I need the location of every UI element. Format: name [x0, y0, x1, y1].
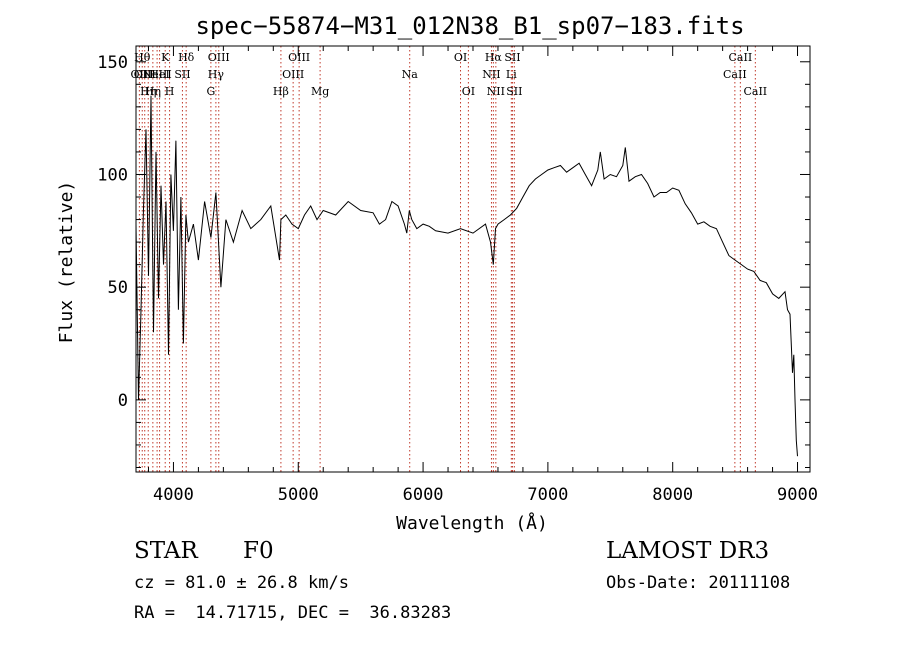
x-tick-label: 9000	[777, 485, 818, 505]
line-label: OIII	[282, 68, 304, 81]
x-tick-label: 5000	[278, 485, 319, 505]
line-label: Hη	[140, 85, 156, 98]
line-label: Hη	[145, 85, 161, 98]
line-label: H	[165, 85, 175, 98]
line-label: NeIII	[143, 68, 172, 81]
redshift-cz: cz = 81.0 ± 26.8 km/s	[134, 573, 349, 593]
line-label: Li	[506, 68, 517, 81]
tick-labels: 4000 5000 6000 7000 8000 9000 0 50 100 150	[97, 53, 818, 505]
line-label: CaII	[743, 85, 767, 98]
y-tick-label: 100	[97, 165, 128, 185]
y-axis-label: Flux (relative)	[56, 181, 77, 344]
line-label: Na	[402, 68, 419, 81]
line-label: Hα	[485, 51, 503, 64]
line-label: CaII	[729, 51, 753, 64]
line-label: Hθ	[134, 51, 151, 64]
y-tick-label: 0	[118, 391, 128, 411]
line-label: CaII	[723, 68, 747, 81]
plot-frame	[135, 45, 811, 473]
line-label: OIII	[208, 51, 230, 64]
line-label: OII	[131, 68, 149, 81]
line-label: Mg	[311, 85, 329, 98]
emission-lines	[138, 46, 756, 472]
survey-name: LAMOST DR3	[606, 538, 770, 564]
line-label: SII	[506, 85, 522, 98]
x-tick-label: 6000	[403, 485, 444, 505]
axis-ticks	[136, 46, 810, 472]
y-tick-label: 50	[108, 278, 128, 298]
y-tick-label: 150	[97, 53, 128, 73]
x-axis-label: Wavelength (Å)	[396, 512, 548, 534]
line-label: G	[206, 85, 215, 98]
x-tick-label: 7000	[527, 485, 568, 505]
line-label: SII	[504, 51, 520, 64]
obs-date: Obs-Date: 20111108	[606, 573, 791, 593]
line-label: OI	[454, 51, 467, 64]
chart-title: spec−55874−M31_012N38_B1_sp07−183.fits	[195, 12, 744, 40]
line-label: NII	[487, 85, 505, 98]
line-label: OIII	[134, 68, 156, 81]
line-label: Hγ	[208, 68, 225, 81]
line-label: Hβ	[273, 85, 289, 98]
spectrum-line	[135, 95, 798, 457]
line-label: Hδ	[178, 51, 195, 64]
object-subclass: F0	[243, 538, 274, 564]
line-label: OI	[462, 85, 475, 98]
line-label: K	[161, 51, 170, 64]
line-label: OIII	[288, 51, 310, 64]
line-label: NII	[482, 68, 500, 81]
object-class: STAR	[134, 538, 198, 564]
x-tick-label: 4000	[153, 485, 194, 505]
line-label: HeI	[149, 68, 169, 81]
ra-dec: RA = 14.71715, DEC = 36.83283	[134, 603, 452, 623]
x-tick-label: 8000	[652, 485, 693, 505]
line-label: SII	[174, 68, 190, 81]
